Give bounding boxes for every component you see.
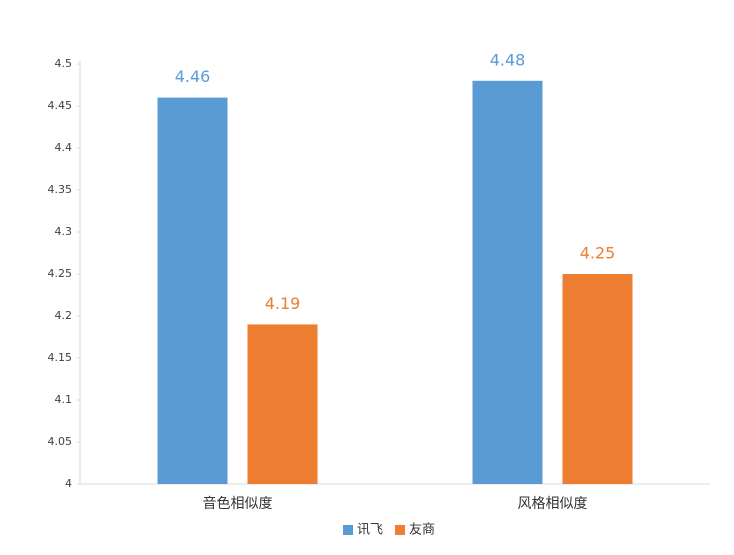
y-tick-label: 4.2 — [55, 309, 73, 322]
y-tick-label: 4.3 — [55, 225, 73, 238]
y-tick-label: 4.1 — [55, 393, 73, 406]
y-tick-label: 4.25 — [48, 267, 73, 280]
y-tick-label: 4.15 — [48, 351, 73, 364]
x-tick-label: 风格相似度 — [518, 496, 588, 512]
x-tick-label: 音色相似度 — [203, 495, 273, 512]
bar — [562, 274, 633, 484]
value-label: 4.25 — [580, 244, 616, 263]
value-label: 4.19 — [265, 294, 301, 313]
y-tick-label: 4.05 — [48, 435, 73, 448]
value-label: 4.46 — [175, 67, 211, 86]
y-tick-label: 4.35 — [48, 183, 73, 196]
y-tick-label: 4 — [65, 477, 72, 490]
y-tick-label: 4.4 — [55, 141, 73, 154]
legend-label: 友商 — [409, 522, 435, 538]
y-tick-label: 4.5 — [55, 57, 73, 70]
bar — [157, 97, 228, 484]
legend-swatch — [395, 525, 406, 535]
y-tick-label: 4.45 — [48, 99, 73, 112]
bar — [247, 324, 318, 484]
value-label: 4.48 — [490, 50, 526, 69]
legend-label: 讯飞 — [357, 523, 383, 538]
legend-swatch — [343, 525, 353, 535]
bar — [472, 80, 543, 485]
